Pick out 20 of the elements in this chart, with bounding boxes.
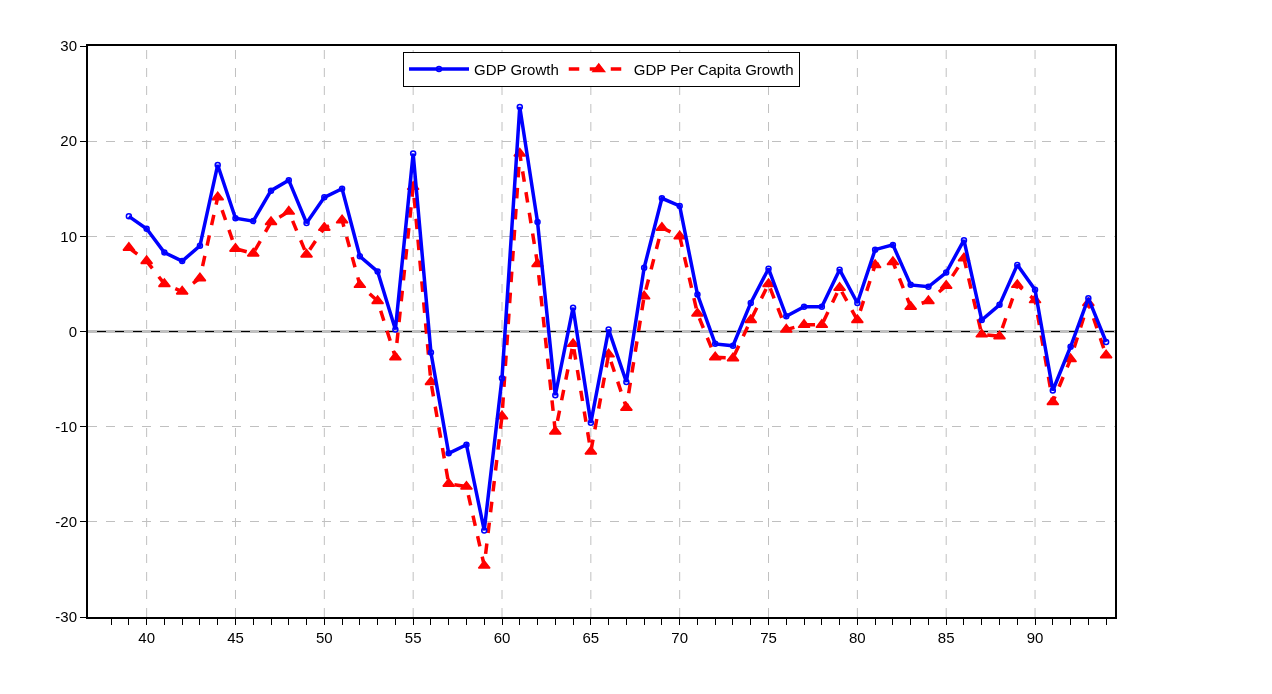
x-tick-label: 65 xyxy=(582,629,600,646)
y-tick-label: 30 xyxy=(60,37,77,55)
x-tick-label: 40 xyxy=(138,629,155,646)
y-tick-label: -20 xyxy=(55,513,77,531)
y-tick-label: 10 xyxy=(60,227,77,245)
x-tick-label: 60 xyxy=(493,629,511,646)
y-tick-label: -10 xyxy=(55,417,77,435)
legend-label: GDP Per Capita Growth xyxy=(633,60,794,78)
x-tick-label: 45 xyxy=(227,629,244,646)
x-tick-label: 50 xyxy=(315,629,333,646)
x-tick-label: 55 xyxy=(404,629,422,646)
x-tick-label: 80 xyxy=(849,629,866,646)
x-tick-label: 75 xyxy=(760,629,777,646)
y-tick-label: -30 xyxy=(55,608,77,626)
y-tick-label: 0 xyxy=(68,322,77,340)
y-tick-label: 20 xyxy=(60,132,77,150)
legend-label: GDP Growth xyxy=(474,60,559,78)
x-tick-label: 85 xyxy=(937,629,955,646)
x-tick-label: 70 xyxy=(671,629,689,646)
x-tick-label: 90 xyxy=(1026,629,1044,646)
